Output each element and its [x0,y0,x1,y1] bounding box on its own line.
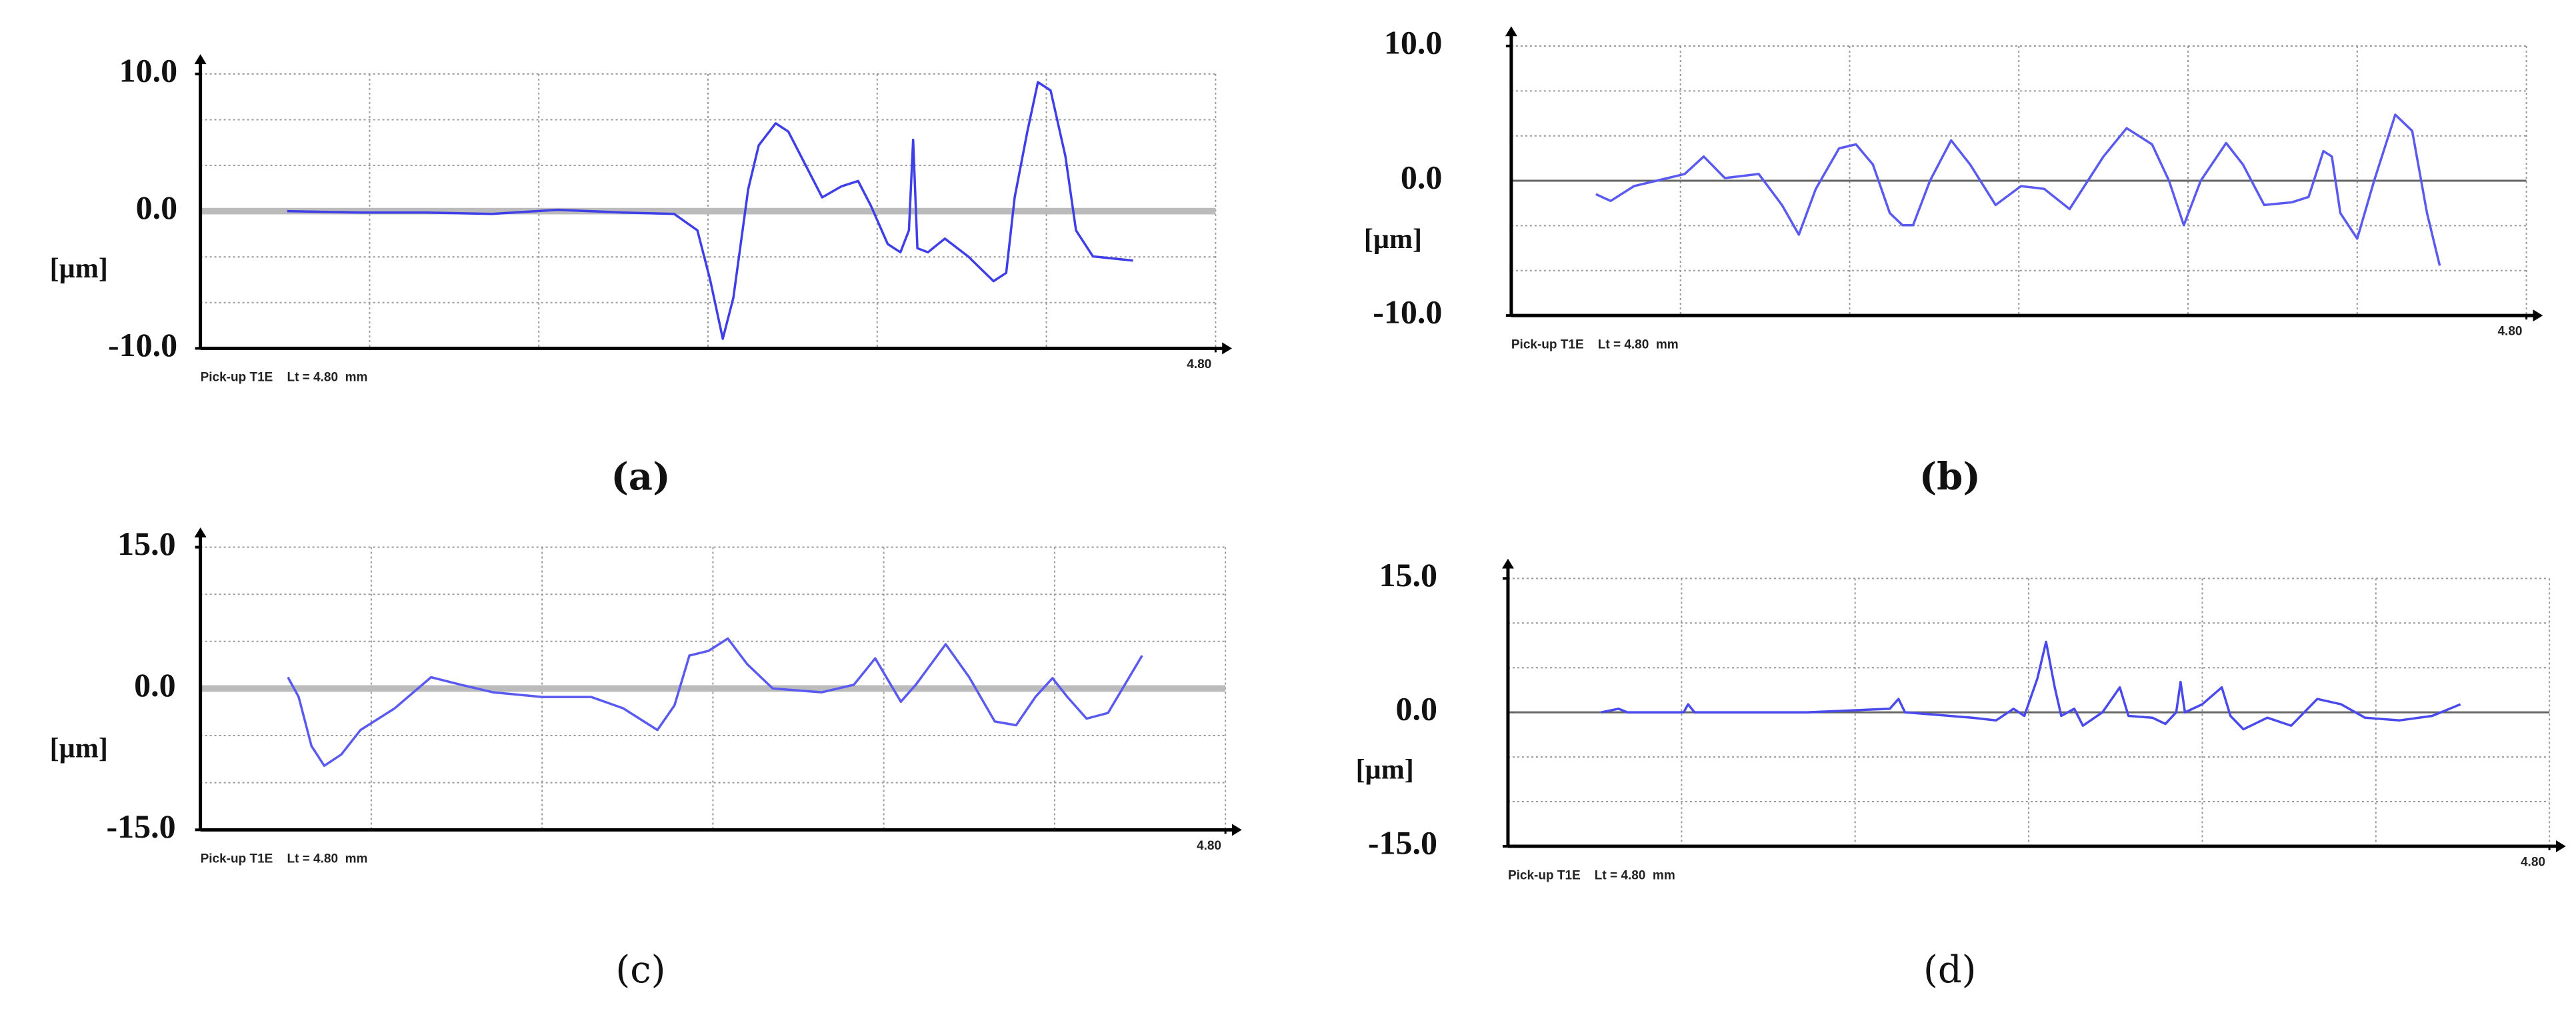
panel: -10.0 0.0 10.0 4.80 [µm] Pick-up T1E Lt = 4.8… [50,51,1232,499]
x-tick-label: 4.80 [2497,325,2522,339]
profile-line [1595,113,2441,266]
panel-label: (d) [1923,948,1977,992]
y-tick-label: -10.0 [1373,293,1442,331]
instrument-note: Pick-up T1E Lt = 4.80 mm [1511,337,1679,351]
x-tick-label: 4.80 [1187,357,1211,371]
y-tick-label: -10.0 [108,326,177,363]
profile-line [287,637,1143,768]
y-tick-label: 0.0 [134,666,176,704]
y-tick-label: 0.0 [1396,690,1438,728]
y-tick-label: 15.0 [117,525,176,562]
y-tick-label: 15.0 [1379,556,1438,594]
x-axis-arrow [2555,840,2566,852]
y-tick-label: 10.0 [119,51,178,89]
y-axis-arrow [1505,26,1517,37]
y-tick-label: -15.0 [106,808,175,845]
instrument-note: Pick-up T1E Lt = 4.80 mm [201,371,368,385]
y-axis-arrow [1501,558,1514,569]
y-tick-label: -15.0 [1368,824,1437,861]
panel-label: (c) [615,948,665,992]
x-axis-arrow [1232,824,1242,836]
y-axis-label: [µm] [1364,224,1422,255]
y-tick-label: 0.0 [136,189,178,226]
y-axis-arrow [194,527,207,538]
panel-label: (b) [1919,455,1981,499]
y-tick-label: 10.0 [1384,23,1443,61]
y-axis-label: [µm] [50,734,108,764]
y-axis-label: [µm] [1356,755,1414,786]
y-axis-arrow [194,54,207,65]
profile-line [1601,640,2461,731]
x-axis-arrow [2533,309,2543,322]
instrument-note: Pick-up T1E Lt = 4.80 mm [201,852,368,866]
panel-label: (a) [611,455,670,499]
panel: -15.0 0.0 15.0 4.80 [µm] Pick-up T1E Lt = 4.8… [50,525,1242,992]
instrument-note: Pick-up T1E Lt = 4.80 mm [1508,868,1675,882]
y-axis-label: [µm] [50,253,108,284]
y-tick-label: 0.0 [1401,159,1443,196]
x-tick-label: 4.80 [2521,856,2545,870]
profile-line [287,81,1133,340]
x-tick-label: 4.80 [1197,839,1221,853]
x-axis-arrow [1222,342,1232,355]
panel: -10.0 0.0 10.0 4.80 [µm] Pick-up T1E Lt = 4.8… [1364,23,2543,499]
panel: -15.0 0.0 15.0 4.80 [µm] Pick-up T1E Lt = 4.8… [1356,556,2566,992]
